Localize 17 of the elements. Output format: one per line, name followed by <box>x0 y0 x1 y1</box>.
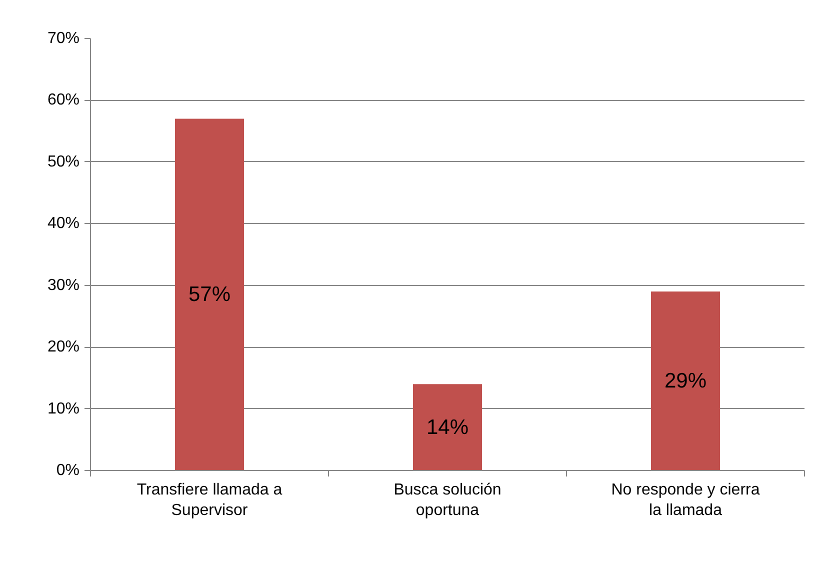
data-label: 14% <box>426 416 469 439</box>
y-tick-label: 60% <box>47 92 80 109</box>
x-tick-label: Transfiere llamada a Supervisor <box>136 482 282 519</box>
bar <box>650 292 720 470</box>
data-label: 57% <box>188 283 231 306</box>
y-tick-label: 0% <box>56 462 80 479</box>
y-tick-label: 50% <box>47 153 80 170</box>
y-tick-label: 10% <box>47 400 80 418</box>
data-label: 29% <box>664 370 707 393</box>
y-tick-label: 70% <box>47 30 80 47</box>
x-tick-label: Busca solución oportuna <box>394 482 502 519</box>
y-tick-label: 40% <box>47 215 80 232</box>
bar <box>174 118 244 470</box>
y-tick-label: 30% <box>47 276 80 294</box>
x-tick-label: No responde y cierra la llamada <box>611 482 760 519</box>
bar <box>412 384 482 470</box>
y-tick-label: 20% <box>47 338 80 356</box>
